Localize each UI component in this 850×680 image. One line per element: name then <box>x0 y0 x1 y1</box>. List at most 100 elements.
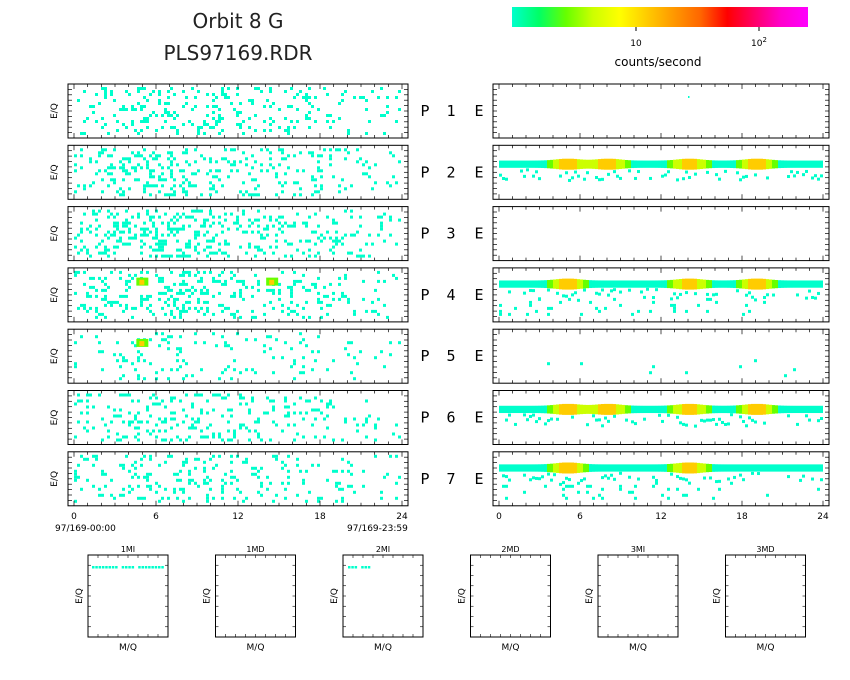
left-cell <box>296 312 299 316</box>
left-cell <box>161 254 164 258</box>
left-cell <box>95 233 98 237</box>
left-cell <box>155 423 158 427</box>
left-cell <box>239 423 242 427</box>
left-cell <box>194 245 197 249</box>
left-cell <box>98 224 101 228</box>
left-cell <box>182 169 185 173</box>
band-speck <box>583 288 586 292</box>
band-cell <box>670 279 673 289</box>
band-speck <box>676 475 679 479</box>
band-speck <box>820 417 823 421</box>
left-cell <box>200 279 203 283</box>
left-cell <box>365 108 368 111</box>
e-label: E <box>474 286 483 304</box>
left-cell <box>101 469 104 473</box>
band-speck <box>601 177 604 181</box>
left-cell <box>134 435 137 439</box>
left-cell <box>194 105 197 108</box>
left-cell <box>296 93 299 96</box>
left-cell <box>167 303 170 307</box>
band-cell <box>817 464 820 472</box>
left-cell <box>164 111 167 114</box>
left-cell <box>104 288 107 292</box>
left-cell <box>359 96 362 99</box>
left-cell <box>197 209 200 213</box>
band-speck <box>748 416 751 420</box>
left-cell <box>269 300 272 304</box>
left-cell <box>290 291 293 295</box>
band-speck <box>682 477 685 481</box>
band-speck <box>694 424 697 428</box>
left-cell <box>164 254 167 258</box>
left-cell <box>125 306 128 310</box>
left-cell <box>146 306 149 310</box>
left-cell <box>239 396 242 400</box>
left-cell <box>245 368 248 372</box>
left-cell <box>188 478 191 482</box>
left-cell <box>206 105 209 108</box>
band-cell <box>514 464 517 472</box>
left-cell <box>137 212 140 216</box>
left-cell <box>140 420 143 424</box>
right-x-tick-label: 0 <box>496 512 502 522</box>
left-cell <box>149 487 152 491</box>
band-speck <box>565 476 568 480</box>
band-cell <box>622 159 625 169</box>
left-cell <box>212 239 215 243</box>
left-cell <box>152 184 155 188</box>
left-cell <box>287 423 290 427</box>
left-cell <box>203 285 206 289</box>
left-cell <box>86 227 89 231</box>
left-cell <box>332 438 335 442</box>
colorbar <box>512 7 808 27</box>
left-cell <box>236 169 239 173</box>
left-cell <box>341 496 344 500</box>
left-cell <box>122 294 125 298</box>
left-cell <box>158 279 161 283</box>
left-cell <box>74 236 77 240</box>
band-cell <box>544 464 547 472</box>
left-cell <box>215 393 218 397</box>
band-cell <box>517 160 520 168</box>
right-cell <box>544 484 547 488</box>
left-cell <box>188 239 191 243</box>
left-cell <box>227 254 230 258</box>
left-cell <box>173 117 176 120</box>
left-cell <box>227 306 230 310</box>
left-cell <box>281 466 284 470</box>
left-cell <box>185 215 188 219</box>
left-cell <box>221 478 224 482</box>
left-cell <box>245 426 248 430</box>
band-cell <box>688 278 691 290</box>
left-cell <box>383 365 386 369</box>
left-cell <box>302 371 305 375</box>
left-cell <box>227 96 230 99</box>
band-cell <box>550 405 553 414</box>
left-cell <box>179 365 182 369</box>
left-cell <box>293 221 296 225</box>
left-cell <box>230 169 233 173</box>
band-cell <box>787 405 790 414</box>
left-cell <box>299 193 302 197</box>
left-cell <box>221 224 224 228</box>
left-cell <box>302 417 305 421</box>
band-cell <box>817 160 820 168</box>
left-cell <box>362 423 365 427</box>
left-cell <box>380 490 383 494</box>
left-cell <box>161 291 164 295</box>
band-speck <box>631 420 634 424</box>
right-cell <box>499 303 502 307</box>
left-cell <box>212 312 215 316</box>
left-cell <box>113 251 116 255</box>
left-cell <box>122 493 125 497</box>
band-speck <box>703 476 706 480</box>
left-cell <box>149 230 152 234</box>
left-cell <box>329 157 332 161</box>
small-panel-title: 1MD <box>246 545 264 554</box>
left-cell <box>230 414 233 418</box>
left-cell <box>203 221 206 225</box>
left-cell <box>80 227 83 231</box>
left-cell <box>296 212 299 216</box>
band-cell <box>709 280 712 289</box>
left-cell <box>170 335 173 339</box>
